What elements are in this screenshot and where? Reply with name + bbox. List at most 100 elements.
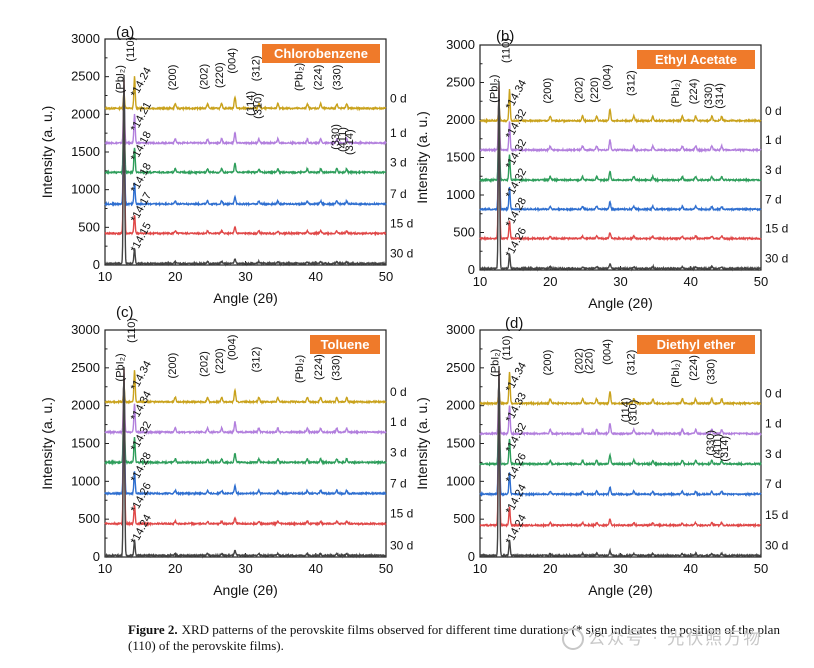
- chart-panel-1: 0 500 1000 1500 2000 2500 3000 10 20 30 40 50 Angle …: [414, 28, 788, 311]
- solvent-label: Toluene: [321, 337, 370, 352]
- y-tick-label: 1500: [446, 150, 475, 165]
- caption-text: XRD patterns of the perovskite films obs…: [128, 622, 780, 653]
- series-line: [104, 368, 387, 527]
- series-label: 1 d: [390, 126, 407, 140]
- plane-annotation: (330): [706, 359, 718, 385]
- star-label: *14.32: [504, 137, 530, 171]
- star-label: *14.32: [504, 421, 530, 455]
- panel-label: (c): [116, 304, 134, 321]
- chart-panel-0: 0 500 1000 1500 2000 2500 3000 10 20 30 40 50 Angle …: [39, 24, 413, 306]
- series-line: [104, 377, 387, 466]
- plane-annotation: (202): [574, 348, 586, 374]
- plane-annotation: (310): [253, 93, 265, 119]
- x-axis-title: Angle (2θ): [213, 290, 278, 306]
- y-tick-label: 1000: [446, 473, 475, 488]
- series-label: 30 d: [765, 252, 788, 266]
- star-label: *14.17: [129, 190, 155, 224]
- series-label: 15 d: [765, 222, 788, 236]
- y-tick-label: 2500: [446, 360, 475, 375]
- y-tick-label: 3000: [446, 322, 475, 337]
- plane-annotation: (200): [167, 65, 179, 91]
- y-tick-label: 1000: [71, 182, 100, 197]
- plane-annotation: (220): [589, 77, 601, 103]
- caption-label: Figure 2.: [128, 622, 178, 637]
- y-tick-label: 500: [453, 511, 475, 526]
- x-tick-label: 50: [379, 561, 393, 576]
- series-line: [479, 371, 762, 407]
- series-line: [479, 81, 762, 272]
- series-line: [104, 76, 387, 112]
- series-label: 1 d: [765, 133, 782, 147]
- star-label: *14.34: [129, 359, 155, 393]
- plane-annotation: (200): [542, 350, 554, 376]
- plane-annotation: (330): [330, 124, 342, 150]
- plane-annotation: (314): [719, 436, 731, 462]
- series-line: [479, 374, 762, 498]
- x-tick-label: 30: [238, 269, 252, 284]
- y-tick-label: 1500: [446, 436, 475, 451]
- star-label: *14.28: [129, 451, 155, 485]
- y-tick-label: 1500: [71, 436, 100, 451]
- plane-annotation: (004): [227, 335, 239, 361]
- series-label: 1 d: [765, 417, 782, 431]
- series-line: [104, 85, 387, 207]
- chart-panel-2: 0 500 1000 1500 2000 2500 3000 10 20 30 40 50 Angle …: [39, 304, 413, 598]
- watermark-text: 公众号 · 光伏照万物: [588, 629, 763, 649]
- plane-annotation: (312): [626, 350, 638, 376]
- star-label: *14.24: [504, 482, 530, 516]
- y-tick-label: 2000: [446, 112, 475, 127]
- star-label: *14.34: [504, 78, 530, 112]
- series-label: 3 d: [765, 163, 782, 177]
- plane-annotation: (314): [344, 129, 356, 155]
- x-tick-label: 30: [613, 274, 627, 289]
- x-tick-label: 10: [473, 561, 487, 576]
- plane-annotation: (110): [501, 38, 513, 63]
- series-label: 7 d: [390, 476, 407, 490]
- plane-annotation: (411): [337, 127, 349, 152]
- star-label: *14.34: [504, 360, 530, 394]
- series-line: [104, 370, 387, 405]
- series-label: 30 d: [390, 538, 413, 552]
- star-label: *14.24: [129, 65, 155, 99]
- series-line: [104, 74, 387, 267]
- star-label: *14.15: [129, 221, 155, 255]
- series-label: 7 d: [390, 187, 407, 201]
- series-label: 0 d: [390, 91, 407, 105]
- x-tick-label: 40: [684, 274, 698, 289]
- series-line: [479, 365, 762, 559]
- plane-annotation: (224): [312, 65, 324, 91]
- series-line: [479, 88, 762, 124]
- series-label: 3 d: [390, 445, 407, 459]
- plane-annotation: (PbI₂): [114, 65, 126, 93]
- series-label: 3 d: [765, 447, 782, 461]
- series-line: [479, 85, 762, 242]
- y-tick-label: 500: [78, 219, 100, 234]
- y-tick-label: 1000: [446, 187, 475, 202]
- x-axis-title: Angle (2θ): [588, 295, 653, 311]
- star-label: *14.26: [129, 481, 155, 515]
- plane-annotation: (004): [602, 339, 614, 365]
- plane-annotation: (110): [501, 335, 513, 360]
- series-line: [479, 99, 762, 154]
- solvent-badge: [262, 44, 380, 63]
- x-tick-label: 50: [379, 269, 393, 284]
- series-label: 30 d: [765, 538, 788, 552]
- x-tick-label: 10: [98, 561, 112, 576]
- plane-annotation: (224): [688, 355, 700, 381]
- series-label: 0 d: [390, 385, 407, 399]
- chart-panel-3: 0 500 1000 1500 2000 2500 3000 10 20 30 40 50 Angle …: [414, 315, 788, 598]
- solvent-label: Ethyl Acetate: [655, 52, 737, 67]
- star-label: *14.32: [504, 166, 530, 200]
- y-tick-label: 500: [453, 225, 475, 240]
- x-tick-label: 30: [238, 561, 252, 576]
- solvent-badge: [310, 335, 380, 354]
- x-tick-label: 40: [309, 269, 323, 284]
- x-tick-label: 40: [684, 561, 698, 576]
- star-label: *14.24: [129, 513, 155, 547]
- plane-annotation: (220): [583, 348, 595, 374]
- x-axis-title: Angle (2θ): [213, 582, 278, 598]
- plane-annotation: (PbI₂): [294, 355, 306, 383]
- series-label: 15 d: [390, 507, 413, 521]
- star-label: *14.18: [129, 161, 155, 195]
- y-tick-label: 0: [468, 549, 475, 564]
